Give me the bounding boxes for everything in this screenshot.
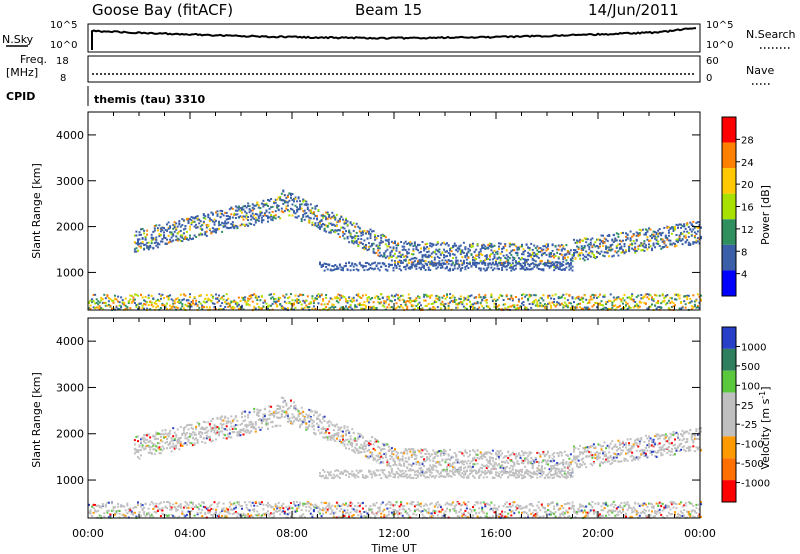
colorbar-tick-label: 500 (741, 362, 760, 373)
colorbar-tick-label: 8 (741, 247, 747, 258)
colorbar-tick-label: 1000 (741, 342, 766, 353)
colorbar-swatch (722, 143, 736, 169)
colorbar-tick-label: 24 (741, 158, 754, 169)
velocity-y-label: Slant Range [km] (30, 372, 43, 468)
time-tick-label: 16:00 (480, 527, 512, 540)
power-y-label: Slant Range [km] (30, 163, 43, 259)
colorbar-swatch (722, 168, 736, 194)
colorbar-swatch (722, 393, 736, 415)
colorbar-swatch (722, 245, 736, 271)
cpid-panel: CPID themis (tau) 3310 (6, 86, 206, 106)
colorbar-swatch (722, 117, 736, 143)
nsky-tick-bottom: 10^0 (50, 40, 77, 51)
time-tick-label: 12:00 (378, 527, 410, 540)
nsearch-tick-bottom: 10^0 (706, 40, 733, 51)
colorbar-swatch (722, 219, 736, 245)
colorbar-swatch (722, 327, 736, 349)
nsearch-tick-top: 10^5 (706, 20, 733, 31)
time-tick-label: 08:00 (276, 527, 308, 540)
y-tick-label: 3000 (56, 175, 84, 188)
nsky-tick-top: 10^5 (50, 20, 77, 31)
time-tick-label: 00:00 (684, 527, 716, 540)
nave-tick-top: 60 (706, 56, 719, 67)
colorbar-tick-label: 25 (741, 401, 754, 412)
time-axis: 00:00 04:00 08:00 12:00 16:00 20:00 00:00 (72, 527, 716, 540)
velocity-colorbar-label: Velocity [m s-1] (758, 386, 772, 469)
power-colorbar: 28 24 20 16 12 8 4 (722, 117, 754, 296)
time-tick-label: 00:00 (72, 527, 104, 540)
y-tick-label: 2000 (56, 428, 84, 441)
time-tick-label: 20:00 (582, 527, 614, 540)
time-axis-label: Time UT (370, 542, 416, 554)
colorbar-tick-label: 16 (741, 203, 754, 214)
station-title: Goose Bay (fitACF) (92, 1, 233, 19)
freq-label-2: [MHz] (6, 66, 38, 79)
colorbar-swatch (722, 194, 736, 220)
y-tick-label: 4000 (56, 129, 84, 142)
freq-tick-top: 18 (56, 56, 69, 67)
nsky-panel: N.Sky 10^5 10^0 10^5 10^0 N.Search (2, 20, 796, 52)
colorbar-tick-label: 12 (741, 225, 754, 236)
colorbar-swatch (722, 458, 736, 480)
cpid-text: themis (tau) 3310 (94, 93, 206, 106)
freq-tick-bottom: 8 (60, 73, 66, 84)
freq-label-1: Freq. (20, 53, 47, 66)
nsearch-label: N.Search (746, 28, 796, 41)
y-tick-label: 4000 (56, 335, 84, 348)
colorbar-swatch (722, 371, 736, 393)
nave-label: Nave (746, 64, 774, 77)
nsky-label: N.Sky (2, 33, 34, 46)
beam-title: Beam 15 (355, 1, 422, 19)
y-tick-label: 1000 (56, 474, 84, 487)
time-tick-label: 04:00 (174, 527, 206, 540)
freq-panel: Freq. [MHz] 18 8 60 0 Nave (6, 53, 774, 84)
colorbar-tick-label: 4 (741, 270, 747, 281)
colorbar-swatch (722, 415, 736, 437)
y-tick-label: 2000 (56, 221, 84, 234)
power-panel: 4000 3000 2000 1000 Slant Range [km] (30, 112, 702, 311)
colorbar-swatch (722, 270, 736, 296)
colorbar-tick-label: -25 (741, 420, 757, 431)
cpid-label: CPID (6, 90, 35, 103)
power-colorbar-label: Power [dB] (759, 185, 772, 245)
colorbar-tick-label: 100 (741, 381, 760, 392)
colorbar-swatch (722, 436, 736, 458)
colorbar-tick-label: 28 (741, 135, 754, 146)
y-tick-label: 3000 (56, 381, 84, 394)
colorbar-swatch (722, 349, 736, 371)
y-tick-label: 1000 (56, 266, 84, 279)
velocity-panel: 4000 3000 2000 1000 Slant Range [km] (30, 318, 702, 519)
date-title: 14/Jun/2011 (588, 1, 679, 19)
nave-tick-bottom: 0 (706, 73, 712, 84)
colorbar-swatch (722, 480, 736, 502)
colorbar-tick-label: -1000 (741, 479, 770, 490)
colorbar-tick-label: 20 (741, 180, 754, 191)
